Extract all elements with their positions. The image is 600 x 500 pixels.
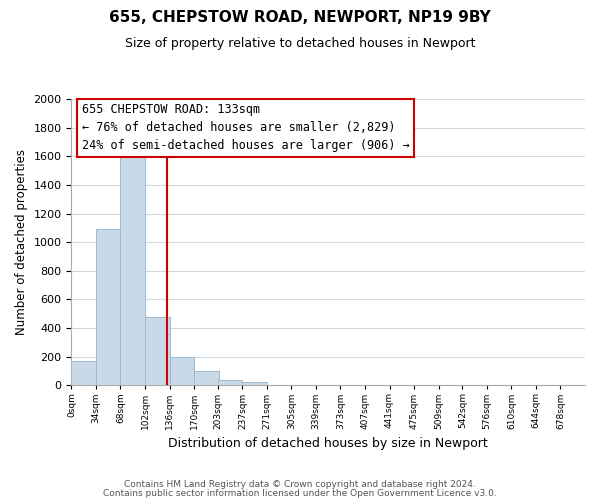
Bar [242,382,267,386]
Text: Contains public sector information licensed under the Open Government Licence v3: Contains public sector information licen… [103,488,497,498]
Bar [145,316,170,386]
Text: Contains HM Land Registry data © Crown copyright and database right 2024.: Contains HM Land Registry data © Crown c… [124,480,476,489]
Bar [194,371,218,386]
Bar [218,380,242,386]
Text: 655, CHEPSTOW ROAD, NEWPORT, NP19 9BY: 655, CHEPSTOW ROAD, NEWPORT, NP19 9BY [109,10,491,25]
X-axis label: Distribution of detached houses by size in Newport: Distribution of detached houses by size … [169,437,488,450]
Bar [121,152,145,386]
Bar [96,230,121,386]
Text: 655 CHEPSTOW ROAD: 133sqm
← 76% of detached houses are smaller (2,829)
24% of se: 655 CHEPSTOW ROAD: 133sqm ← 76% of detac… [82,104,409,152]
Bar [71,361,96,386]
Text: Size of property relative to detached houses in Newport: Size of property relative to detached ho… [125,38,475,51]
Bar [170,356,194,386]
Y-axis label: Number of detached properties: Number of detached properties [15,149,28,335]
